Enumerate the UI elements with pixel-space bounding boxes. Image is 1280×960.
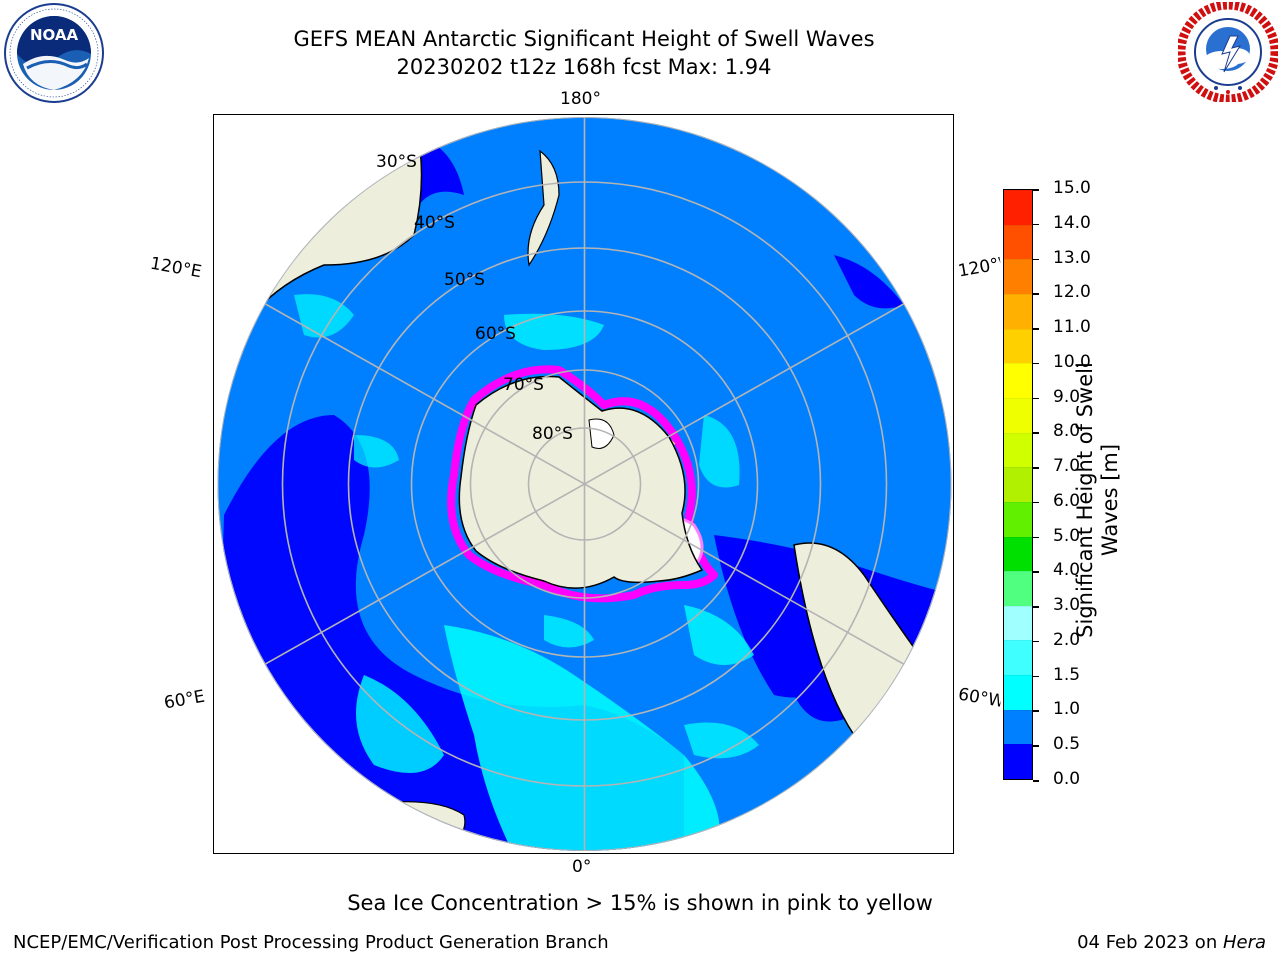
colorbar-tick <box>1033 675 1039 678</box>
colorbar-tick <box>1033 258 1039 261</box>
colorbar-tick-label: 0.5 <box>1053 734 1081 755</box>
colorbar-swatch <box>1004 397 1032 433</box>
colorbar-swatch <box>1004 744 1032 779</box>
colorbar-tick-label: 5.0 <box>1053 525 1081 546</box>
colorbar-swatch <box>1004 294 1032 329</box>
lat-label-30s: 30°S <box>376 152 417 172</box>
lon-label-60e: 60°E <box>162 686 207 714</box>
mid-swell-region <box>444 625 720 851</box>
colorbar-tick <box>1033 640 1039 643</box>
lat-label-70s: 70°S <box>503 375 544 395</box>
colorbar-tick <box>1033 780 1039 782</box>
colorbar-tick <box>1033 432 1039 434</box>
colorbar-swatch <box>1004 571 1032 606</box>
map-subtitle: 20230202 t12z 168h fcst Max: 1.94 <box>396 55 772 79</box>
noaa-logo-icon: NOAA <box>3 2 105 104</box>
lon-label-180: 180° <box>560 89 601 109</box>
colorbar-tick-label: 3.0 <box>1053 595 1081 616</box>
colorbar-label-line2: Waves [m] <box>1098 443 1122 557</box>
sea-ice-caption: Sea Ice Concentration > 15% is shown in … <box>347 891 933 915</box>
graticule <box>217 117 952 851</box>
colorbar <box>1003 189 1033 780</box>
map-title: GEFS MEAN Antarctic Significant Height o… <box>293 27 875 51</box>
lat-label-50s: 50°S <box>444 270 485 290</box>
colorbar-tick-label: 15.0 <box>1053 178 1091 198</box>
colorbar-tick-label: 2.0 <box>1053 629 1081 650</box>
colorbar-swatch <box>1004 605 1032 641</box>
colorbar-swatch <box>1004 675 1032 710</box>
colorbar-swatch <box>1004 501 1032 537</box>
map-panel <box>213 114 954 854</box>
lon-label-60w: 60°W <box>956 684 1003 712</box>
colorbar-tick <box>1033 606 1039 608</box>
colorbar-tick-label: 1.5 <box>1053 664 1081 685</box>
lat-label-60s: 60°S <box>475 324 516 344</box>
colorbar-tick <box>1033 223 1039 226</box>
colorbar-tick-label: 1.0 <box>1053 699 1081 720</box>
colorbar-tick-label: 11.0 <box>1053 317 1091 338</box>
colorbar-tick-label: 13.0 <box>1053 247 1091 268</box>
lon-label-0: 0° <box>572 857 592 877</box>
lon-label-120w: 120°W <box>956 254 1003 282</box>
colorbar-tick <box>1033 501 1039 504</box>
polar-map <box>214 115 953 853</box>
colorbar-swatch <box>1004 363 1032 398</box>
colorbar-tick <box>1033 328 1039 330</box>
colorbar-tick <box>1033 189 1039 191</box>
colorbar-tick-label: 8.0 <box>1053 421 1081 442</box>
colorbar-swatch <box>1004 467 1032 502</box>
colorbar-tick <box>1033 745 1039 747</box>
colorbar-tick-label: 7.0 <box>1053 456 1081 477</box>
footer-credit: NCEP/EMC/Verification Post Processing Pr… <box>13 932 609 953</box>
footer-date-text: 04 Feb 2023 on <box>1077 932 1223 953</box>
colorbar-tick-label: 12.0 <box>1053 282 1091 303</box>
colorbar-tick <box>1033 467 1039 469</box>
colorbar-swatch <box>1004 432 1032 468</box>
colorbar-tick-label: 6.0 <box>1053 490 1081 511</box>
colorbar-tick <box>1033 536 1039 539</box>
colorbar-swatch <box>1004 190 1032 225</box>
colorbar-tick <box>1033 710 1039 712</box>
colorbar-tick-label: 9.0 <box>1053 386 1081 407</box>
colorbar-tick-label: 4.0 <box>1053 560 1081 581</box>
land-new-zealand <box>527 149 560 267</box>
noaa-logo-text: NOAA <box>30 26 79 44</box>
colorbar-swatch <box>1004 224 1032 260</box>
lat-label-40s: 40°S <box>414 213 455 233</box>
colorbar-tick-label: 14.0 <box>1053 212 1091 233</box>
colorbar-tick-label: 0.0 <box>1053 769 1081 789</box>
nws-logo-icon <box>1176 0 1280 104</box>
colorbar-label-line1: Significant Height of Swell <box>1073 362 1097 638</box>
footer-date: 04 Feb 2023 on Hera <box>1077 932 1266 953</box>
colorbar-tick-label: 10.0 <box>1053 351 1091 372</box>
sea-ice-ring <box>447 365 718 603</box>
colorbar-swatch <box>1004 328 1032 364</box>
colorbar-tick <box>1033 293 1039 295</box>
colorbar-swatch <box>1004 259 1032 295</box>
colorbar-tick <box>1033 362 1039 365</box>
lon-label-120e: 120°E <box>148 253 204 283</box>
lat-label-80s: 80°S <box>532 424 573 444</box>
colorbar-swatch <box>1004 709 1032 745</box>
colorbar-tick <box>1033 571 1039 573</box>
colorbar-tick <box>1033 397 1039 400</box>
colorbar-swatch <box>1004 640 1032 676</box>
colorbar-swatch <box>1004 536 1032 572</box>
footer-host: Hera <box>1222 932 1266 953</box>
